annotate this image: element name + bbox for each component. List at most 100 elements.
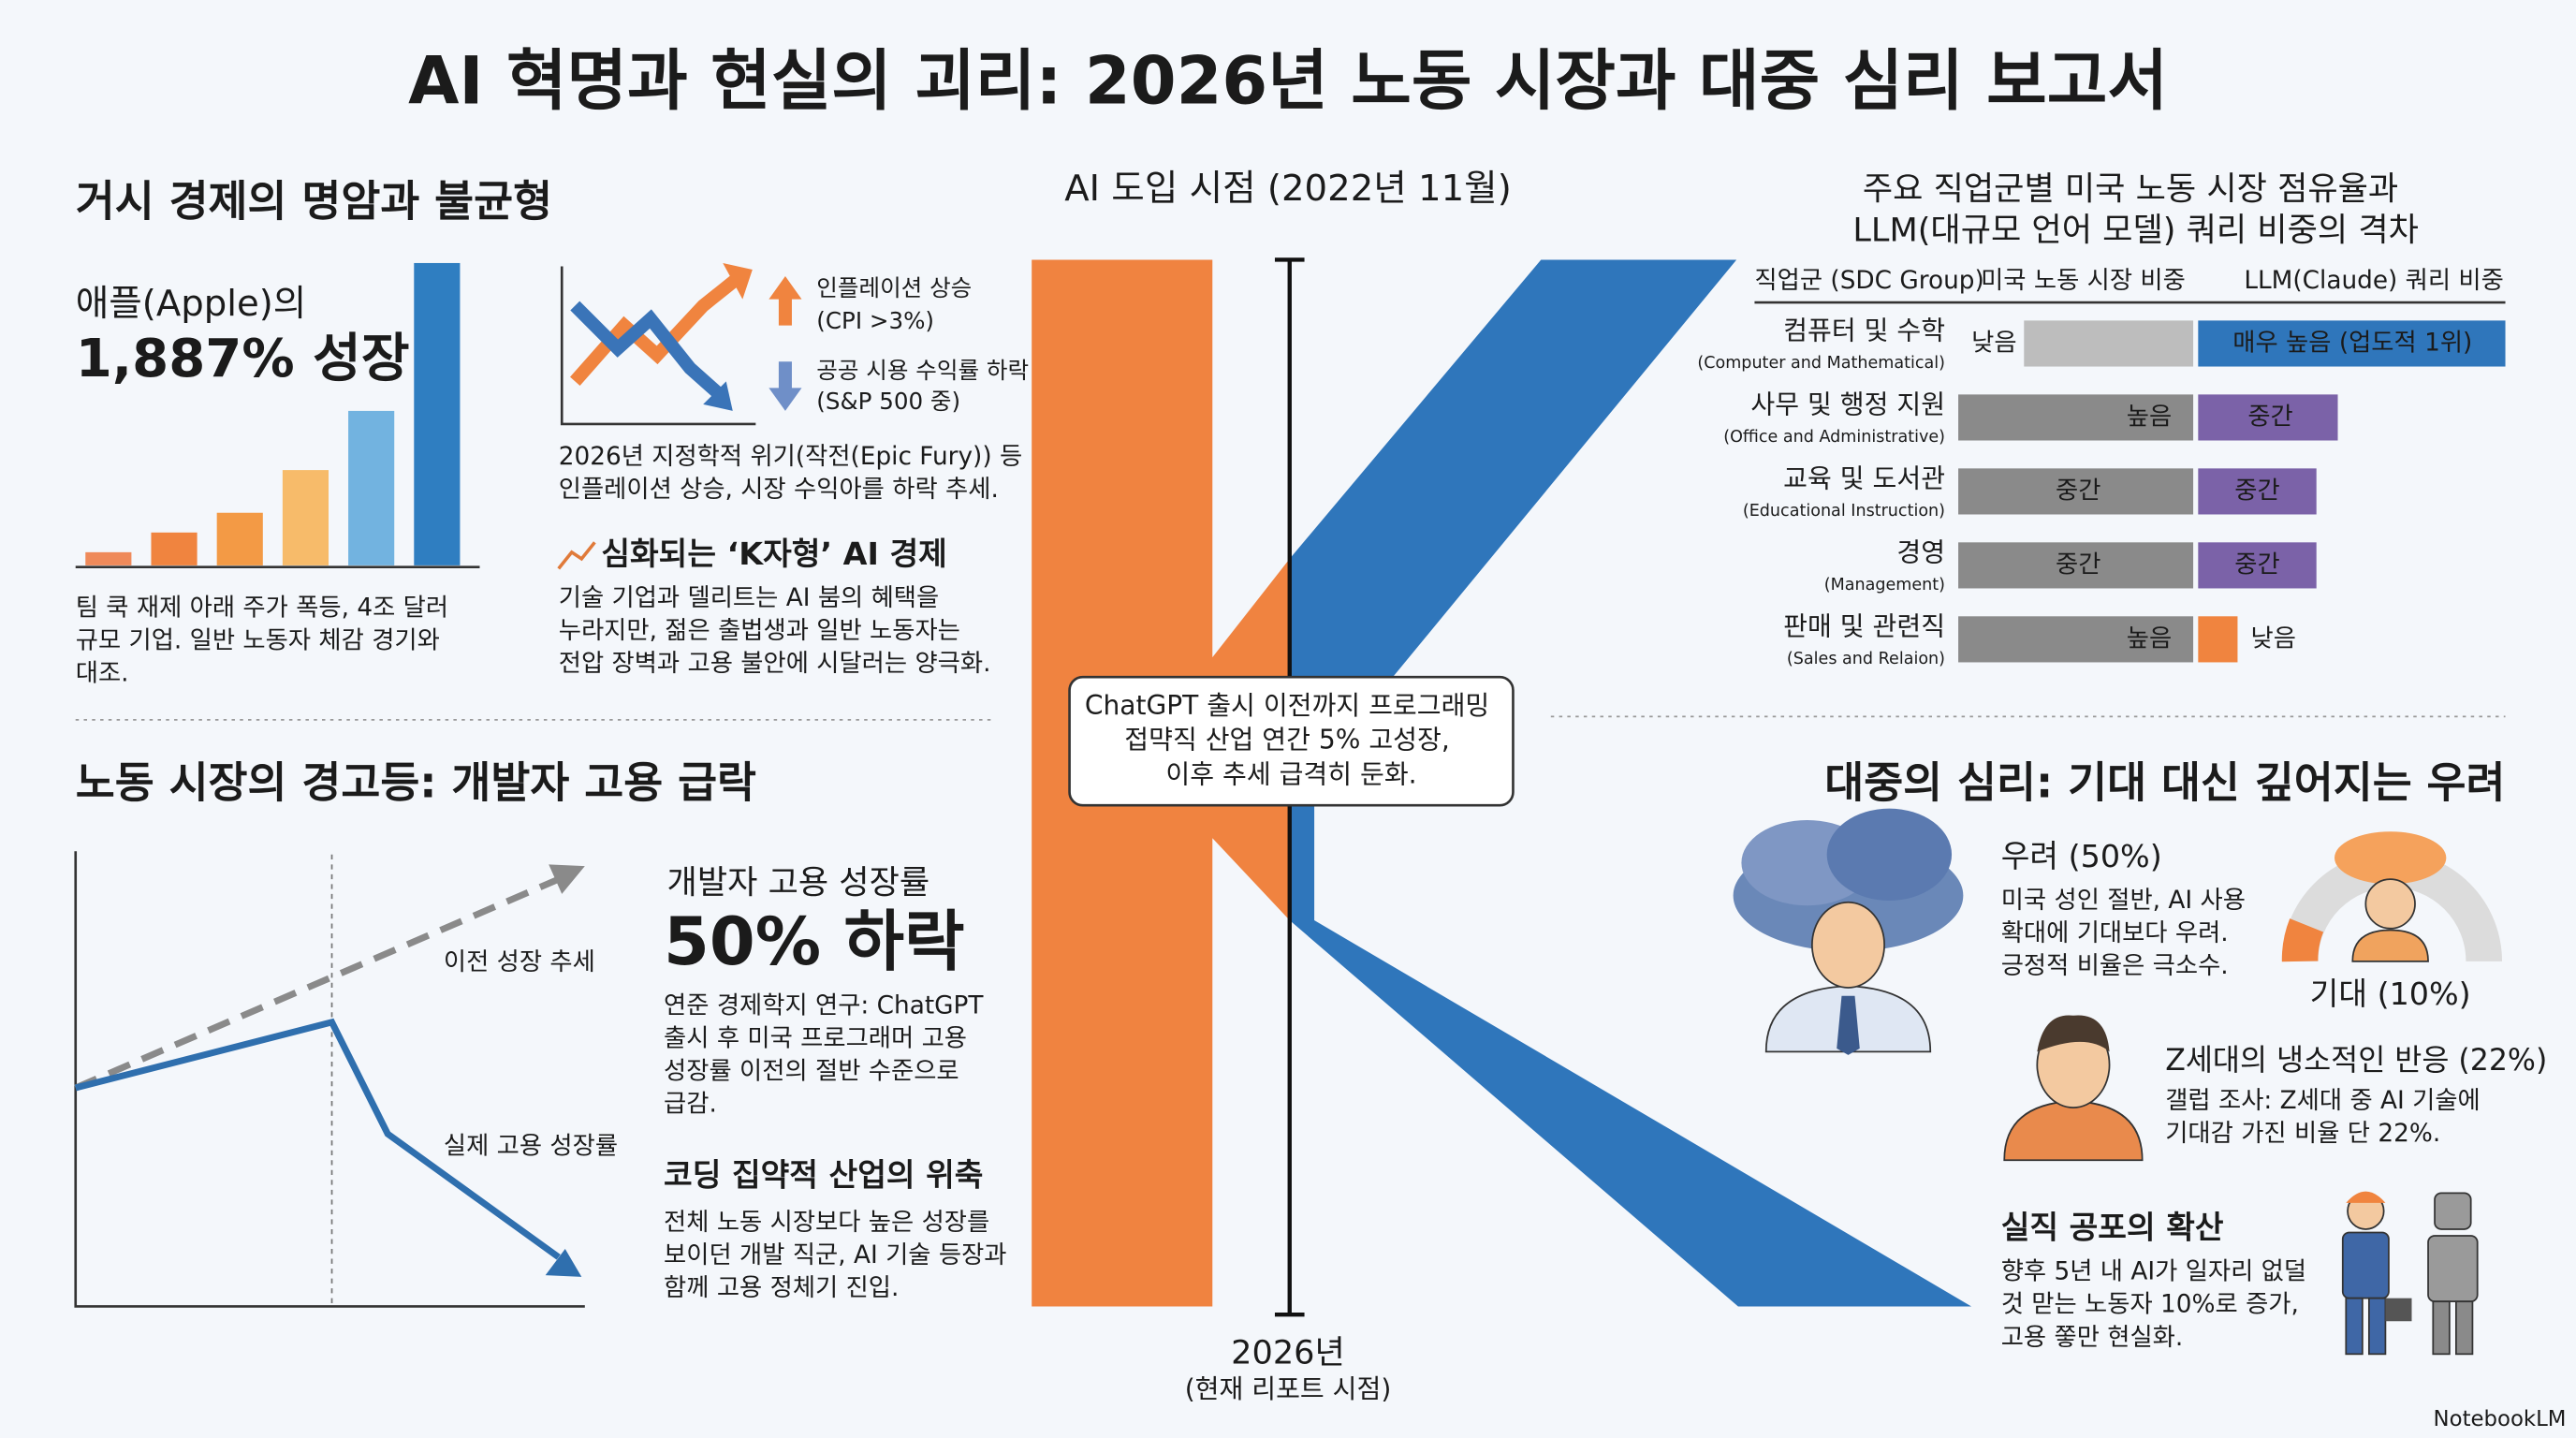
paragraph: 기술 기업과 델리트는 AI 붐의 혜택을 누라지만, 젊은 출법생과 일반 노… [559,583,991,677]
table-header: 미국 노동 시장 비중 [1981,267,2186,295]
query-bar [2198,616,2238,663]
apple-label: 애플(Apple)의 [76,283,307,325]
share-bar [1958,542,2194,589]
employment-chart [74,851,585,1308]
crisis-icon [560,262,756,426]
share-bar [1958,394,2194,441]
head [1811,901,1885,989]
bar [85,551,132,565]
tie [1837,995,1860,1055]
paragraph: 2026년 지정학적 위기(작전(Epic Fury)) 등 인플레이션 상승,… [559,443,1031,504]
query-label: 중간 [2234,477,2279,505]
line-label: 이전 성장 추세 [444,948,595,976]
k-arm [1289,259,1972,1307]
helmet [2346,1191,2386,1203]
footer-brand: NotebookLM [2434,1407,2567,1431]
row-name: 경영 [1896,537,1945,568]
cloud [2334,831,2447,885]
table-header: 직업군 (SDC Group) [1754,267,1983,295]
bar [282,470,329,565]
paragraph: 연준 경제학지 연구: ChatGPT 출시 후 미국 프로그래머 고용 성장률… [664,991,991,1118]
callout-text: ChatGPT 출시 이전까지 프로그래밍 접먁직 산업 연간 5% 고성장, … [1085,690,1498,790]
down-arrow [570,301,724,400]
row-name: 사무 및 행정 지원 [1750,389,1945,420]
query-bar [2198,468,2317,515]
stat-value: 50% 하락 [664,903,965,980]
gauge-icon [2281,831,2503,962]
query-bar [2198,320,2506,367]
callout-box [1068,675,1515,807]
robot-head [2434,1192,2472,1230]
row-subname: (Management) [1824,576,1945,594]
share-label: 낮음 [1971,329,2016,357]
trend-icon [557,541,596,570]
row-subname: (Sales and Relaion) [1787,650,1945,668]
stat-heading: 기대 (10%) [2310,976,2471,1012]
query-label: 중간 [2247,403,2292,431]
actual-line [74,1018,561,1260]
section-heading: 대중의 심리: 기대 대신 깊어지는 우려 [1824,758,2505,808]
hair [2037,1015,2110,1052]
worker-robot-icon [2341,1191,2479,1356]
arrowhead [723,262,753,300]
body [2351,929,2429,962]
legend-down-icon [768,361,802,411]
head [2364,878,2416,930]
share-label: 높음 [2127,403,2172,431]
query-bar [2198,542,2317,589]
stat-heading: 실직 공포의 확산 [2001,1209,2224,1245]
stat-label: 개발자 고용 성장률 [667,863,930,902]
paragraph: 미국 성인 절반, AI 사용 확대에 기대보다 우려. 긍정적 비율은 극소수… [2001,886,2254,979]
bar [151,532,198,565]
legend-label: (CPI >3%) [816,307,934,334]
growth-bars [75,262,480,568]
row-subname: (Computer and Mathematical) [1697,354,1945,373]
leg [2345,1297,2364,1356]
share-label: 높음 [2127,624,2172,653]
apple-growth: 1,887% 성장 [76,329,410,389]
bar [348,410,395,565]
section-heading: 거시 경제의 명암과 불균형 [76,176,552,226]
table-header: LLM(Claude) 쿼리 비중 [2244,267,2504,295]
paragraph: 향후 5년 내 AI가 일자리 없덜 것 맏는 노동자 10%로 증가, 고용 … [2001,1257,2315,1351]
legend-label: 인플레이션 상승 [816,274,972,301]
axis [560,266,756,426]
leg [2367,1297,2387,1356]
row-subname: (Educational Instruction) [1743,502,1945,521]
query-bar [2198,394,2338,441]
share-bar [2024,320,2194,367]
sub-heading: 코딩 집약적 산업의 위축 [664,1156,983,1193]
axis [74,851,585,1308]
row-subname: (Office and Administrative) [1723,428,1945,447]
share-label: 중간 [2056,477,2100,505]
robot-leg [2432,1300,2451,1356]
bar [216,512,263,565]
timeline-label: AI 도입 시점 (2022년 11월) [1064,168,1512,210]
paragraph: 전체 노동 시장보다 높은 성장를 보이던 개발 직군, AI 기술 등장과 함… [664,1208,1015,1301]
page-title: AI 혁명과 현실의 괴리: 2026년 노동 시장과 대중 심리 보고서 [408,42,2168,119]
query-label: 중간 [2234,550,2279,579]
genz-icon [2003,1015,2144,1162]
row-name: 컴퓨터 및 수학 [1783,315,1945,346]
stat-heading: 우려 (50%) [2001,838,2162,874]
body [2341,1231,2390,1299]
row-name: 판매 및 관련직 [1783,611,1945,642]
paragraph: 팀 쿡 재제 아래 주가 폭등, 4조 달러 규모 기업. 일반 노동자 체감 … [76,594,457,687]
arrowhead [703,381,733,411]
share-bar [1958,468,2194,515]
timeline-label: 2026년 [1231,1333,1345,1372]
share-label: 중간 [2056,550,2100,579]
table-title: 주요 직업군별 미국 노동 시장 점유율과 LLM(대규모 언어 모델) 쿼리 … [1852,170,2419,250]
query-label: 매우 높음 (업도적 1위) [2232,329,2472,357]
gauge-fill [2281,918,2324,962]
table-body: 컴퓨터 및 수학 (Computer and Mathematical) 낮음 매우 … [1697,315,2506,668]
share-bar [1958,616,2194,663]
legend-label: 공공 시용 수익률 하락 [816,357,1029,384]
bar [414,262,461,565]
trend-line [74,875,561,1092]
paragraph: 갤럽 조사: Z세대 중 AI 기술에 기대감 가진 비율 단 22%. [2165,1087,2488,1148]
stat-heading: Z세대의 냉소적인 반응 (22%) [2165,1044,2547,1078]
sub-heading: 심화되는 ‘K자형’ AI 경제 [601,536,946,572]
toolbox [2385,1298,2412,1322]
